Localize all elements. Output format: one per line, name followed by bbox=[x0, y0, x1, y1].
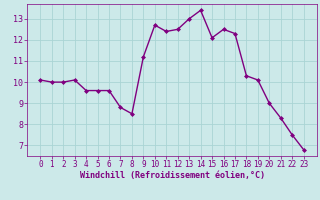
X-axis label: Windchill (Refroidissement éolien,°C): Windchill (Refroidissement éolien,°C) bbox=[79, 171, 265, 180]
